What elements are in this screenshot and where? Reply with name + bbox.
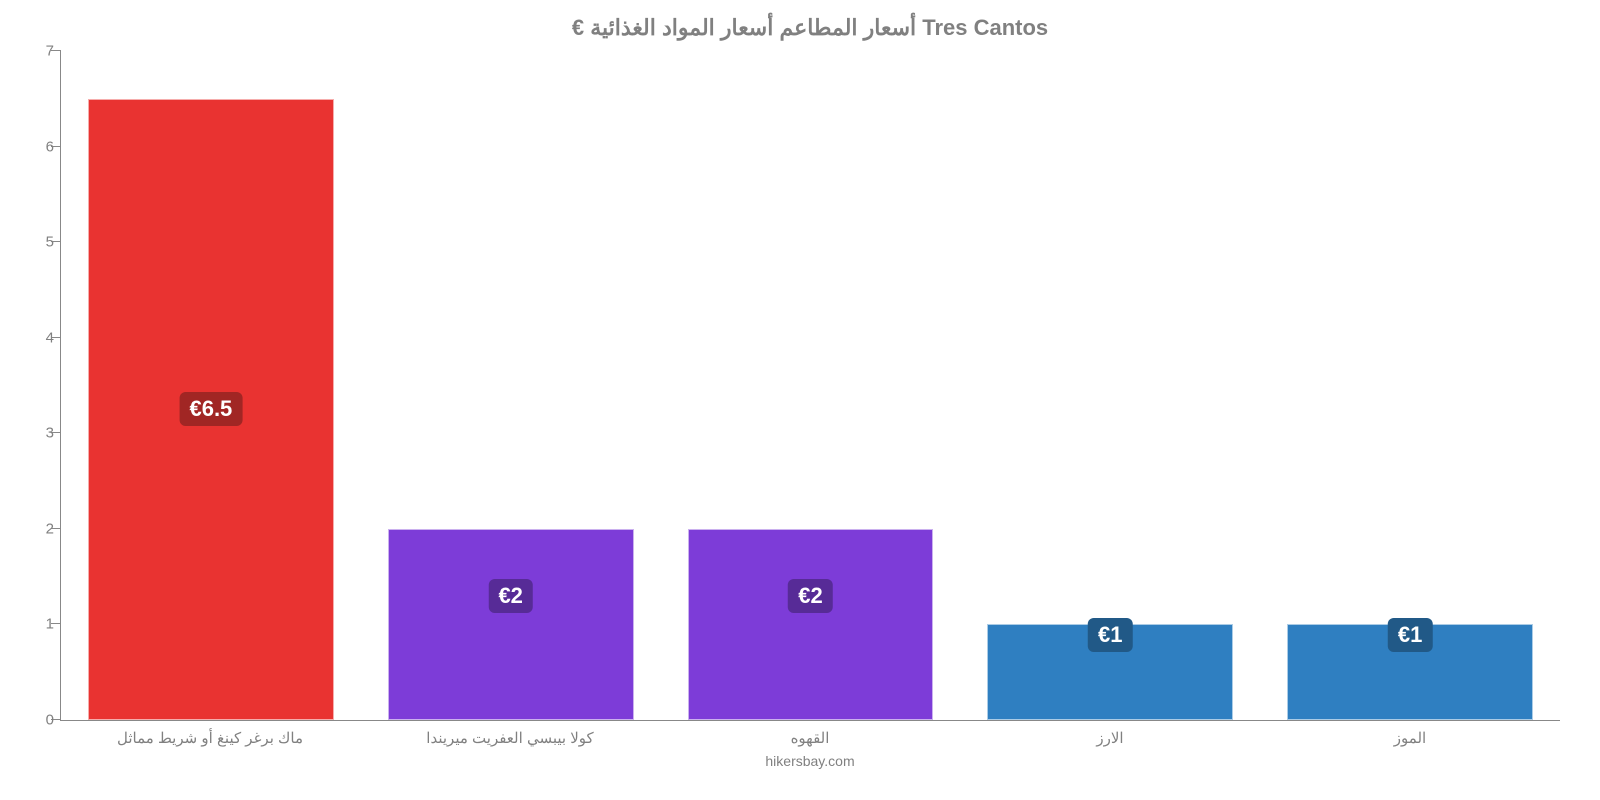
bar: €2 bbox=[388, 529, 634, 720]
chart-footer: hikersbay.com bbox=[60, 753, 1560, 769]
y-axis-label: 2 bbox=[26, 520, 54, 537]
x-axis-label: الموز bbox=[1260, 729, 1560, 747]
plot-area: €6.5€2€2€1€1 01234567 bbox=[60, 51, 1560, 721]
chart-title: € أسعار المطاعم أسعار المواد الغذائية Tr… bbox=[60, 15, 1560, 41]
y-axis-label: 4 bbox=[26, 329, 54, 346]
y-axis-label: 6 bbox=[26, 138, 54, 155]
bar: €1 bbox=[1287, 624, 1533, 720]
x-axis-label: القهوه bbox=[660, 729, 960, 747]
y-axis-label: 3 bbox=[26, 425, 54, 442]
chart-container: € أسعار المطاعم أسعار المواد الغذائية Tr… bbox=[0, 0, 1600, 800]
x-axis-label: الارز bbox=[960, 729, 1260, 747]
y-axis-label: 0 bbox=[26, 712, 54, 729]
x-axis-labels: ماك برغر كينغ أو شريط مماثلكولا بيبسي ال… bbox=[60, 729, 1560, 747]
value-badge: €6.5 bbox=[179, 392, 242, 426]
bar: €2 bbox=[688, 529, 934, 720]
bar-slot: €1 bbox=[1260, 51, 1560, 720]
value-badge: €1 bbox=[1088, 618, 1132, 652]
value-badge: €2 bbox=[488, 579, 532, 613]
y-axis-label: 1 bbox=[26, 616, 54, 633]
bar-slot: €2 bbox=[661, 51, 961, 720]
value-badge: €1 bbox=[1388, 618, 1432, 652]
bar-slot: €2 bbox=[361, 51, 661, 720]
y-axis-label: 7 bbox=[26, 43, 54, 60]
bars-row: €6.5€2€2€1€1 bbox=[61, 51, 1560, 720]
bar: €6.5 bbox=[88, 99, 334, 720]
value-badge: €2 bbox=[788, 579, 832, 613]
bar: €1 bbox=[987, 624, 1233, 720]
y-axis-label: 5 bbox=[26, 234, 54, 251]
x-axis-label: ماك برغر كينغ أو شريط مماثل bbox=[60, 729, 360, 747]
bar-slot: €6.5 bbox=[61, 51, 361, 720]
bar-slot: €1 bbox=[960, 51, 1260, 720]
x-axis-label: كولا بيبسي العفريت ميريندا bbox=[360, 729, 660, 747]
